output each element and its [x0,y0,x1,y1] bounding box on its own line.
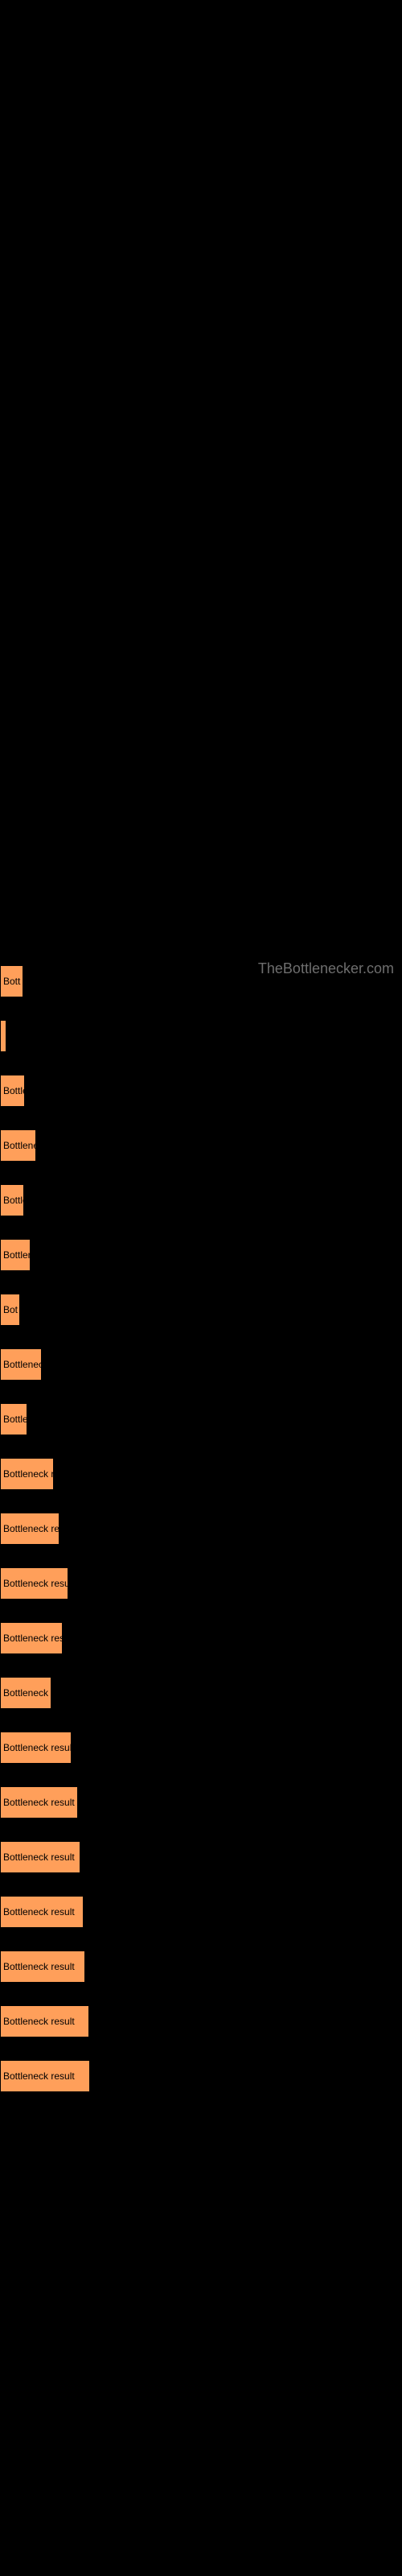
bar-row: Bottleneck re [0,1666,402,1720]
bar: Bottle [0,1184,24,1216]
bar: Bottleneck result [0,1732,72,1764]
bar: Bottler [0,1403,27,1435]
bar-row: Bot [0,1282,402,1337]
bar: Bottleneck result [0,1786,78,1818]
bar-label: Bottleneck result [3,1852,75,1863]
bar: Bottleneck resu [0,1513,59,1545]
bar: Bottlenec [0,1129,36,1162]
bar-label: Bottleneck result [3,1797,75,1808]
bar: Bottleneck result [0,1841,80,1873]
bar: Bottleneck result [0,1567,68,1600]
bar-label: Bottleneck result [3,1742,72,1753]
bar: Bottleneck result [0,1896,84,1928]
bar-row: Bottleneck result [0,1775,402,1830]
bar-label: Bottle [3,1085,25,1096]
bar-row: Bottleneck result [0,1556,402,1611]
bar-label: Bottleneck resul [3,1633,63,1644]
bar-chart: Bott Bottle Bottlenec Bottle Bottlen Bot… [0,954,402,2103]
bar: Bot [0,1294,20,1326]
bar-row: Bottleneck resul [0,1611,402,1666]
bar-label: Bott [3,976,20,987]
bar-label: Bottleneck result [3,2016,75,2027]
bar-label: Bottleneck result [3,1906,75,1918]
bar-row: Bottle [0,1173,402,1228]
bar-label: Bottleneck [3,1359,42,1370]
bar-label: Bottlen [3,1249,31,1261]
bar-row: Bott [0,954,402,1009]
bar-label: Bot [3,1304,18,1315]
bar: Bott [0,965,23,997]
bar-row: Bottleneck res [0,1447,402,1501]
bar: Bottleneck [0,1348,42,1381]
bar-row: Bottleneck result [0,1994,402,2049]
bar: Bottleneck result [0,1951,85,1983]
bar-label: Bottle [3,1195,24,1206]
bar-row: Bottleneck result [0,2049,402,2103]
bar-row: Bottle [0,1063,402,1118]
bar-label: Bottleneck resu [3,1523,59,1534]
bar: Bottleneck res [0,1458,54,1490]
bar-label: Bottlenec [3,1140,36,1151]
bar-row: Bottler [0,1392,402,1447]
bar: Bottle [0,1075,25,1107]
bar-row: Bottleneck resu [0,1501,402,1556]
bar-row: Bottlen [0,1228,402,1282]
bar: Bottleneck re [0,1677,51,1709]
bar-row: Bottleneck result [0,1830,402,1885]
bar: Bottlen [0,1239,31,1271]
bar-label: Bottleneck result [3,1961,75,1972]
bar-label: Bottleneck result [3,1578,68,1589]
bar-label: Bottleneck result [3,2070,75,2082]
bar: Bottleneck resul [0,1622,63,1654]
bar-label: Bottleneck re [3,1687,51,1699]
bar-row: Bottleneck result [0,1939,402,1994]
bar-row: Bottlenec [0,1118,402,1173]
bar-row: Bottleneck [0,1337,402,1392]
bar [0,1020,6,1052]
bar-row [0,1009,402,1063]
bar-row: Bottleneck result [0,1720,402,1775]
bar: Bottleneck result [0,2005,89,2037]
bar-label: Bottleneck res [3,1468,54,1480]
bar-label: Bottler [3,1414,27,1425]
bar: Bottleneck result [0,2060,90,2092]
bar-row: Bottleneck result [0,1885,402,1939]
